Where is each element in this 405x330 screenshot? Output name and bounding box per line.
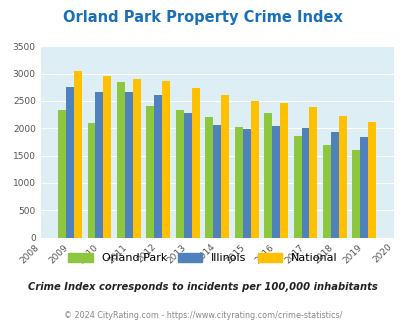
Bar xyxy=(175,110,183,238)
Text: Orland Park Property Crime Index: Orland Park Property Crime Index xyxy=(63,10,342,25)
Bar xyxy=(330,132,338,238)
Bar xyxy=(221,95,228,238)
Bar xyxy=(146,106,154,238)
Bar xyxy=(271,126,279,238)
Bar xyxy=(234,127,242,238)
Bar xyxy=(322,145,330,238)
Bar xyxy=(125,92,132,238)
Bar xyxy=(103,76,111,238)
Bar xyxy=(309,108,317,238)
Bar xyxy=(213,125,221,238)
Bar xyxy=(132,79,141,238)
Bar xyxy=(87,123,95,238)
Bar xyxy=(352,149,360,238)
Bar xyxy=(250,101,258,238)
Bar xyxy=(74,71,82,238)
Bar xyxy=(66,87,74,238)
Bar xyxy=(264,114,271,238)
Bar xyxy=(301,128,309,238)
Bar xyxy=(367,122,375,238)
Bar xyxy=(58,110,66,238)
Bar xyxy=(162,81,170,238)
Bar xyxy=(205,117,213,238)
Bar xyxy=(183,113,191,238)
Bar xyxy=(154,95,162,238)
Bar xyxy=(191,88,199,238)
Text: Crime Index corresponds to incidents per 100,000 inhabitants: Crime Index corresponds to incidents per… xyxy=(28,282,377,292)
Bar xyxy=(293,136,301,238)
Bar xyxy=(338,116,346,238)
Text: © 2024 CityRating.com - https://www.cityrating.com/crime-statistics/: © 2024 CityRating.com - https://www.city… xyxy=(64,311,341,320)
Legend: Orland Park, Illinois, National: Orland Park, Illinois, National xyxy=(64,248,341,268)
Bar xyxy=(360,137,367,238)
Bar xyxy=(279,103,287,238)
Bar xyxy=(117,82,125,238)
Bar xyxy=(242,129,250,238)
Bar xyxy=(95,92,103,238)
